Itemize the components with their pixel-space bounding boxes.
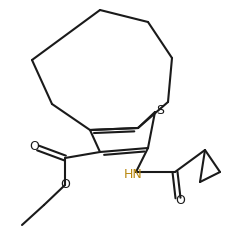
Text: O: O bbox=[29, 140, 39, 154]
Text: O: O bbox=[175, 195, 185, 208]
Text: HN: HN bbox=[124, 168, 142, 181]
Text: O: O bbox=[60, 179, 70, 192]
Text: S: S bbox=[156, 103, 164, 117]
